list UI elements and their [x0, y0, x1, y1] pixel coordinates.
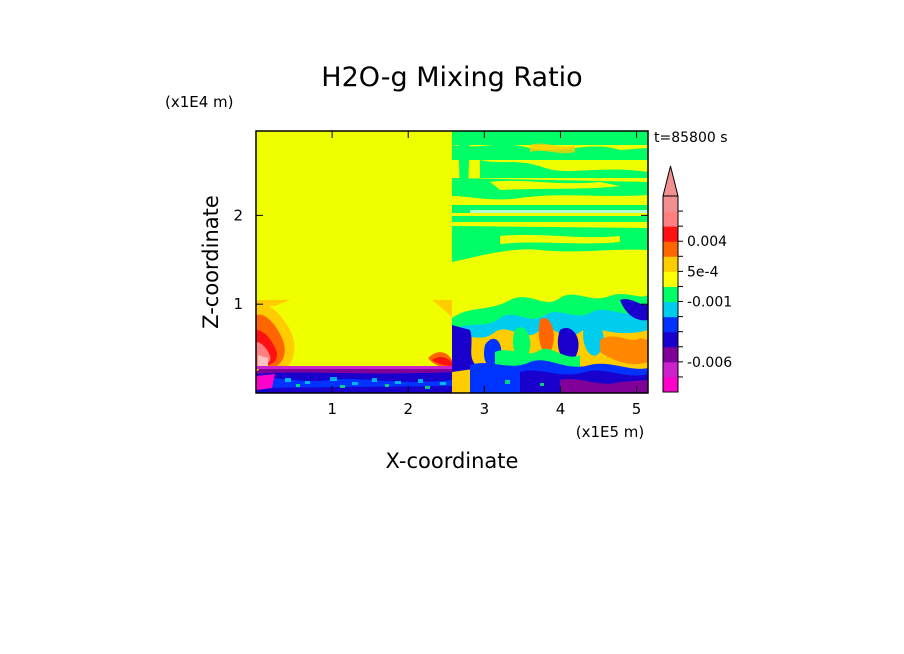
colorbar: 0.004 5e-4 -0.001 -0.006	[662, 165, 732, 393]
x-tick-label: 3	[480, 400, 490, 418]
x-tick-label: 1	[327, 400, 337, 418]
y-unit-label: (x1E4 m)	[165, 93, 234, 111]
chart-title: H2O-g Mixing Ratio	[321, 62, 582, 93]
colorbar-band	[663, 361, 678, 378]
colorbar-band	[663, 211, 678, 227]
y-axis: 12	[233, 206, 648, 313]
x-tick-label: 2	[403, 400, 413, 418]
plot-frame	[255, 130, 649, 394]
colorbar-band	[663, 331, 678, 348]
time-label: t=85800 s	[654, 130, 728, 146]
colorbar-band	[663, 271, 678, 287]
colorbar-band	[663, 196, 678, 212]
x-axis: 1 2 3 4 5	[327, 131, 641, 418]
x-axis-label: X-coordinate	[386, 449, 519, 473]
colorbar-band	[663, 301, 678, 318]
colorbar-band	[663, 286, 678, 303]
colorbar-label: 0.004	[687, 234, 727, 250]
colorbar-label: 5e-4	[687, 264, 719, 280]
colorbar-band	[663, 346, 678, 363]
colorbar-band	[663, 316, 678, 333]
y-tick-label: 2	[233, 206, 243, 224]
x-tick-label: 5	[632, 400, 642, 418]
colorbar-band	[663, 376, 678, 393]
contour-field	[256, 131, 648, 393]
colorbar-label: -0.001	[687, 295, 732, 311]
colorbar-band	[663, 256, 678, 272]
colorbar-frame	[662, 195, 679, 393]
colorbar-extend-triangle	[662, 165, 679, 197]
colorbar-band	[663, 241, 678, 257]
y-axis-label: Z-coordinate	[199, 195, 223, 329]
x-tick-label: 4	[556, 400, 566, 418]
colorbar-label: -0.006	[687, 355, 732, 371]
colorbar-band	[663, 226, 678, 242]
y-tick-label: 1	[233, 295, 243, 313]
x-unit-label: (x1E5 m)	[576, 423, 645, 441]
turbulence-speckles	[285, 377, 446, 385]
